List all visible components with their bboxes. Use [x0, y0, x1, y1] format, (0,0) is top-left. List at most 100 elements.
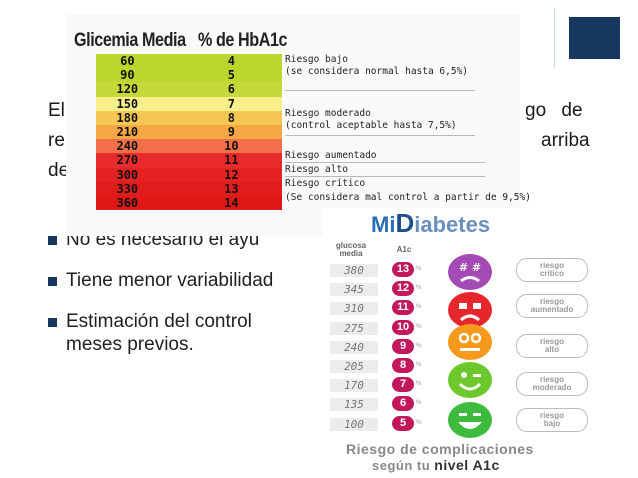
table-row: 210 9: [96, 124, 282, 140]
percent-sign: %: [416, 342, 422, 349]
a1c-badge: 5: [392, 415, 414, 431]
a1c-row: 275 10%: [330, 319, 430, 342]
bubble-line1: riesgo: [539, 297, 564, 306]
a1c-row: 345 12%: [330, 281, 430, 303]
bg-text-line1-right: go de: [525, 100, 583, 121]
slide-accent-square: [569, 17, 620, 59]
face-moderado-icon: [448, 362, 492, 398]
percent-sign: %: [416, 285, 422, 292]
a1c-badge: 6: [392, 396, 414, 412]
bubble-line2: aumentado: [530, 305, 574, 314]
glicemia-value: 120: [116, 82, 139, 97]
glicemia-value: 240: [116, 139, 139, 154]
glucosa-value: 135: [330, 398, 378, 412]
table-row: 240 10: [96, 139, 282, 154]
glucosa-value: 205: [330, 360, 378, 373]
risk-bajo-label: Riesgo bajo: [285, 54, 348, 65]
divider: [285, 90, 475, 91]
glicemia-value: 330: [116, 181, 139, 196]
face-aumentado-icon: [448, 292, 492, 328]
footer-line1: Riesgo de complicaciones: [346, 441, 534, 457]
bubble-line1: riesgo: [539, 375, 564, 384]
table-row: 360 14: [96, 195, 282, 211]
glucosa-value: 275: [330, 321, 378, 335]
a1c-badge: 11: [392, 300, 414, 316]
midiabetes-logo: MiDiabetes: [371, 208, 491, 238]
hba1c-value: 5: [227, 68, 235, 83]
glucosa-value: 345: [330, 283, 378, 297]
hba1c-value: 8: [227, 110, 235, 125]
percent-sign: %: [416, 400, 422, 407]
bullet-item: Estimación del control: [48, 310, 308, 333]
a1c-row: 100 5%: [330, 415, 430, 438]
face-critico-icon: # #: [448, 254, 492, 290]
table-row: 300 12: [96, 167, 282, 182]
risk-bubble: riesgo moderado: [516, 372, 588, 396]
risk-mal-control-note: (Se considera mal control a partir de 9,…: [285, 192, 531, 203]
glicemia-value: 180: [116, 110, 139, 125]
table-row: 180 8: [96, 110, 282, 125]
glucosa-value: 100: [330, 417, 378, 431]
bubble-line1: riesgo: [539, 337, 564, 346]
hba1c-value: 7: [227, 96, 235, 111]
bubble-line1: riesgo: [539, 261, 564, 270]
a1c-badge: 8: [392, 358, 414, 373]
table-row: 330 13: [96, 181, 282, 196]
percent-sign: %: [416, 266, 422, 272]
hba1c-table: 60 4 90 5 120 6 150 7 180 8 210 9 240 10 270 11 300 12 330…: [96, 54, 282, 211]
footer-line2: según tu nivel A1c: [372, 457, 500, 473]
bg-text-line2-left: re: [48, 130, 65, 151]
table-row: 60 4: [96, 54, 282, 69]
slide-decoration-line: [554, 8, 555, 68]
glucosa-value: 170: [330, 379, 378, 393]
face-bajo-icon: [448, 402, 492, 438]
risk-bajo-note: (se considera normal hasta 6,5%): [285, 66, 469, 77]
hba1c-value: 4: [227, 54, 235, 68]
table-row: 90 5: [96, 68, 282, 83]
bubble-line2: crítico: [539, 269, 564, 278]
svg-text:# #: # #: [459, 261, 481, 274]
risk-bubble: riesgo bajo: [516, 408, 588, 432]
table-col2-title: % de HbA1c: [198, 30, 288, 51]
glicemia-value: 60: [120, 54, 135, 68]
a1c-badge: 7: [392, 377, 414, 393]
hba1c-value: 12: [224, 167, 239, 182]
glicemia-value: 360: [116, 195, 139, 210]
glicemia-value: 210: [116, 124, 139, 139]
divider: [285, 162, 485, 163]
glicemia-value: 90: [120, 68, 135, 83]
glicemia-value: 270: [116, 153, 139, 168]
risk-bubble: riesgo alto: [516, 334, 588, 358]
glucosa-value: 380: [330, 264, 378, 277]
percent-sign: %: [416, 381, 422, 388]
risk-alto-label: Riesgo alto: [285, 164, 348, 175]
risk-aumentado-label: Riesgo aumentado: [285, 150, 377, 161]
bubble-line1: riesgo: [539, 411, 564, 420]
hba1c-value: 11: [224, 153, 239, 168]
table-row: 270 11: [96, 153, 282, 168]
header-glucosa: glucosa media: [335, 241, 367, 258]
bg-text-line3-left: de: [48, 160, 70, 181]
a1c-row: 170 7%: [330, 377, 430, 399]
hba1c-value: 13: [224, 181, 239, 196]
percent-sign: %: [416, 304, 422, 311]
bubble-line2: moderado: [532, 383, 572, 392]
bubble-line2: bajo: [543, 419, 561, 428]
risk-bubble: riesgo crítico: [516, 258, 588, 282]
a1c-badge: 10: [392, 319, 414, 335]
bg-text-line2-right: arriba: [541, 130, 590, 151]
risk-bubble: riesgo aumentado: [516, 294, 588, 318]
a1c-row: 310 11%: [330, 300, 430, 322]
bubble-line2: alto: [544, 345, 560, 354]
table-col1-title: Glicemia Media: [74, 30, 186, 51]
a1c-badge: 12: [392, 281, 414, 297]
risk-moderado-label: Riesgo moderado: [285, 108, 371, 119]
percent-sign: %: [416, 419, 422, 426]
hba1c-value: 9: [227, 124, 235, 139]
header-a1c: A1c: [396, 245, 412, 254]
hba1c-value: 14: [224, 195, 239, 210]
a1c-row: 135 6%: [330, 396, 430, 418]
bullet-continuation: meses previos.: [66, 334, 194, 355]
glucosa-value: 240: [330, 340, 378, 354]
a1c-badge: 9: [392, 338, 414, 354]
